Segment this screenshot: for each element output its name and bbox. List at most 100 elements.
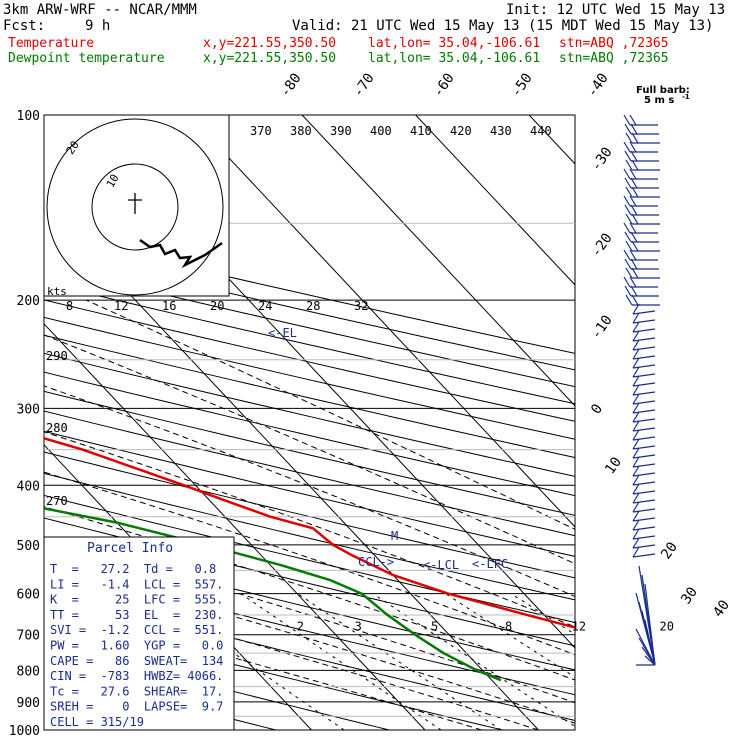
wind-barb [624,258,659,270]
wind-barb [632,357,656,369]
theta-label: 400 [370,124,392,138]
forecast-hours: 9 h [85,18,111,34]
hodograph-trace [139,238,223,269]
marker-m: M [391,529,398,543]
hodograph-speed-tick: 8 [66,299,73,313]
parcel-markers: <-EL CCL-> <-LCL <-LFC M [268,326,508,572]
theta-label: 390 [330,124,352,138]
pressure-label: 400 [17,479,40,494]
parcel-info-row: SVI = -1.2 CCL = 551. [50,623,223,637]
hodograph-units: kts [47,285,67,298]
temperature-station: stn=ABQ ,72365 [559,36,669,51]
marker-el: <-EL [268,326,297,340]
wind-barb [623,114,658,126]
wind-barb [624,285,659,297]
dewpoint-station: stn=ABQ ,72365 [559,51,669,66]
wind-barb [632,519,656,531]
wind-barb [632,330,656,342]
parcel-info-row: LI = -1.4 LCL = 557. [50,577,223,591]
wind-barb [624,204,659,216]
forecast-label: Fcst: [3,18,46,34]
wind-barb [632,402,656,414]
mixing-ratio-label: 5 [431,620,438,634]
pressure-label: 600 [17,588,40,603]
hodograph-ring-10: 10 [104,172,122,190]
parcel-info-row: CELL = 315/19 [50,715,144,729]
hodograph-speed-tick: 24 [258,299,272,313]
theta-label: 410 [410,124,432,138]
hodograph-speed-tick: 28 [306,299,320,313]
wind-barb [632,411,656,423]
theta-label: 430 [490,124,512,138]
wind-barb [625,159,660,171]
wind-barb [632,303,656,315]
wind-barb [632,510,656,522]
wind-barb [632,348,656,360]
init-time: Init: 12 UTC Wed 15 May 13 [506,2,726,18]
moist-adiabat [44,561,575,724]
wind-barb [632,429,656,441]
isotherm-label: 40 [710,597,733,620]
wind-barb [641,646,656,666]
wind-barb [632,447,656,459]
pressure-label: 800 [17,664,40,679]
hodograph-inset [43,114,230,297]
wind-barb [625,294,660,306]
marker-ccl: CCL-> [358,555,394,569]
model-title: 3km ARW-WRF -- NCAR/MMM [3,2,197,18]
wind-barb [632,465,656,477]
wind-barb [625,213,660,225]
isotherm [301,115,575,407]
theta-label: 420 [450,124,472,138]
isotherm-label: -20 [588,230,616,260]
mixing-ratio-label: 3 [355,620,362,634]
isotherm-label: 30 [678,584,701,607]
wind-barb [632,474,656,486]
wind-barb [632,492,656,504]
isotherm [415,115,575,286]
mixing-ratio-line [297,593,502,730]
pressure-label: 200 [17,294,40,309]
isotherm-label: -80 [277,70,305,100]
isotherm-label: -50 [508,70,536,100]
wind-barb [623,276,658,288]
pressure-label: 700 [17,629,40,644]
wind-barb [632,312,656,324]
marker-lfc: <-LFC [472,557,508,571]
isotherm-label: 0 [588,401,606,417]
pressure-label: 500 [17,539,40,554]
wind-barb [623,249,658,261]
mixing-ratio-label: 12 [572,620,586,634]
mixing-ratio-label: 8 [505,620,512,634]
wind-barb [632,546,656,558]
wind-barb [632,537,656,549]
isotherm-label: -30 [588,144,616,174]
wind-barb [624,123,659,135]
wind-barbs [623,114,660,666]
wind-barb [632,375,656,387]
pressure-label: 100 [17,109,40,124]
temperature-legend: Temperature [8,36,95,51]
isotherm-label: -70 [350,70,378,100]
theta-label: 380 [290,124,312,138]
wind-barb [632,501,656,513]
barb-legend-line1: Full barb: [636,85,690,96]
wind-barb [625,186,660,198]
sounding-profiles [44,437,575,682]
wind-barb [623,168,658,180]
parcel-info-row: PW = 1.60 YGP = 0.0 [50,639,223,653]
theta-label: 440 [530,124,552,138]
barb-legend-line2: 5 m s [644,95,674,106]
mixing-ratio-label: 2 [297,620,304,634]
wind-barb [623,195,658,207]
wind-barb [632,456,656,468]
moist-adiabat [44,535,575,704]
parcel-info-rows: T = 27.2 Td = 0.8LI = -1.4 LCL = 557. K =… [50,562,223,729]
wind-barb [623,141,658,153]
parcel-info-row: K = 25 LFC = 555. [50,593,223,607]
theta-left-label: 290 [46,349,68,363]
parcel-info-row: Tc = 27.6 SHEAR= 17. [50,684,223,698]
barb-legend-sup: -1 [682,93,690,101]
parcel-info-title: Parcel Info [87,541,173,556]
